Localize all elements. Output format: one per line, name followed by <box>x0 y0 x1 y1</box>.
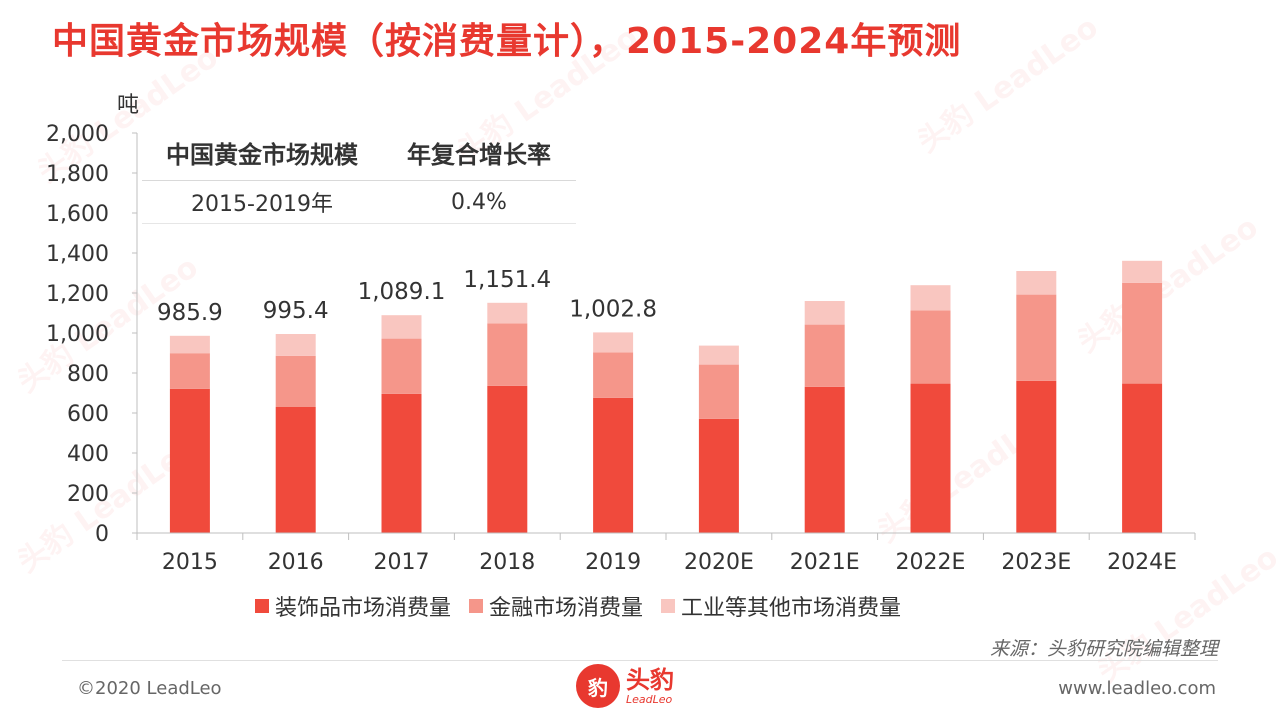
x-tick-label: 2018 <box>479 550 535 575</box>
x-tick-label: 2024E <box>1107 550 1177 575</box>
bar-segment-jewelry <box>169 388 210 533</box>
leadleo-logo: 豹 头豹 LeadLeo <box>576 664 674 708</box>
bar-segment-financial <box>910 310 951 384</box>
legend-swatch <box>661 599 676 613</box>
y-axis-unit-label: 吨 <box>117 93 140 118</box>
bar-total-label: 1,089.1 <box>358 279 446 305</box>
bar-segment-jewelry <box>1122 383 1163 533</box>
x-tick-label: 2015 <box>162 550 218 575</box>
bar-segment-financial <box>593 352 634 398</box>
legend-label: 金融市场消费量 <box>489 596 644 621</box>
bar-segment-jewelry <box>593 397 634 533</box>
bar-total-label: 1,002.8 <box>569 296 657 322</box>
stacked-bar-chart: 0 200 400 600 800 1,000 1,200 1,400 1,600 1,800 2,… <box>46 122 1196 575</box>
logo-text: 头豹 LeadLeo <box>626 668 674 705</box>
legend-swatch <box>469 599 484 613</box>
website-link[interactable]: www.leadleo.com <box>1058 678 1216 699</box>
legend-label: 工业等其他市场消费量 <box>681 596 902 621</box>
x-tick-label: 2021E <box>790 550 860 575</box>
bar-segment-industrial <box>1016 271 1057 295</box>
legend-label: 装饰品市场消费量 <box>275 596 452 621</box>
copyright-text: ©2020 LeadLeo <box>77 678 222 699</box>
bar-segment-financial <box>1122 282 1163 384</box>
x-tick-label: 2020E <box>684 550 754 575</box>
cagr-header-market: 中国黄金市场规模 <box>166 140 358 169</box>
x-tick-label: 2017 <box>374 550 430 575</box>
bar-segment-financial <box>169 353 210 389</box>
bar-total-label: 995.4 <box>263 298 329 324</box>
cagr-table-header: 中国黄金市场规模 年复合增长率 <box>142 124 576 181</box>
y-tick-label: 2,000 <box>46 122 109 147</box>
bar-segment-jewelry <box>910 383 951 533</box>
legend-item-industrial: 工业等其他市场消费量 <box>661 590 901 622</box>
y-tick-label: 600 <box>67 402 109 427</box>
bar-segment-industrial <box>381 315 422 339</box>
bar-segment-financial <box>381 338 422 394</box>
page-title: 中国黄金市场规模（按消费量计），2015-2024年预测 <box>52 21 962 62</box>
x-tick-label: 2016 <box>268 550 324 575</box>
bar-segment-industrial <box>593 332 634 353</box>
bar-segment-jewelry <box>1016 380 1057 533</box>
cagr-table: 中国黄金市场规模 年复合增长率 2015-2019年 0.4% <box>142 124 576 224</box>
bar-segment-financial <box>804 324 845 387</box>
bar-segment-financial <box>1016 294 1057 381</box>
y-tick-label: 400 <box>67 442 109 467</box>
chart-legend: 装饰品市场消费量 金融市场消费量 工业等其他市场消费量 <box>255 590 901 622</box>
legend-swatch <box>255 599 269 613</box>
bar-total-label: 1,151.4 <box>463 267 551 293</box>
bar-total-label: 985.9 <box>157 300 223 326</box>
bar-segment-financial <box>487 323 528 386</box>
cagr-table-row: 2015-2019年 0.4% <box>142 181 576 224</box>
bar-segment-industrial <box>804 301 845 325</box>
bar-segment-financial <box>698 364 739 419</box>
x-tick-label: 2022E <box>896 550 966 575</box>
bar-segment-industrial <box>275 334 316 356</box>
y-tick-label: 1,800 <box>46 162 109 187</box>
cagr-value: 0.4% <box>451 189 507 215</box>
footer-divider <box>62 660 1218 661</box>
cagr-header-rate: 年复合增长率 <box>407 140 551 169</box>
logo-name-cn: 头豹 <box>626 665 674 694</box>
source-note: 来源：头豹研究院编辑整理 <box>989 638 1218 660</box>
legend-item-financial: 金融市场消费量 <box>469 590 643 622</box>
bar-segment-jewelry <box>698 418 739 533</box>
y-tick-label: 0 <box>95 522 109 547</box>
bar-segment-jewelry <box>275 407 316 533</box>
bar-segment-jewelry <box>804 386 845 533</box>
bar-segment-industrial <box>487 302 528 324</box>
cagr-period: 2015-2019年 <box>191 192 333 217</box>
y-tick-label: 1,200 <box>46 282 109 307</box>
bar-segment-jewelry <box>381 393 422 533</box>
y-tick-label: 800 <box>67 362 109 387</box>
y-tick-label: 1,400 <box>46 242 109 267</box>
bar-segment-financial <box>275 355 316 407</box>
y-tick-label: 1,600 <box>46 202 109 227</box>
bar-segment-industrial <box>698 345 739 365</box>
bar-segment-industrial <box>910 285 951 311</box>
bar-segment-industrial <box>169 335 210 354</box>
y-tick-label: 200 <box>67 482 109 507</box>
x-tick-label: 2019 <box>585 550 641 575</box>
legend-item-jewelry: 装饰品市场消费量 <box>255 590 451 622</box>
leopard-icon: 豹 <box>576 664 620 708</box>
x-tick-label: 2023E <box>1001 550 1071 575</box>
bar-segment-industrial <box>1122 260 1163 283</box>
bar-segment-jewelry <box>487 385 528 533</box>
y-tick-label: 1,000 <box>46 322 109 347</box>
logo-name-en: LeadLeo <box>626 692 673 706</box>
